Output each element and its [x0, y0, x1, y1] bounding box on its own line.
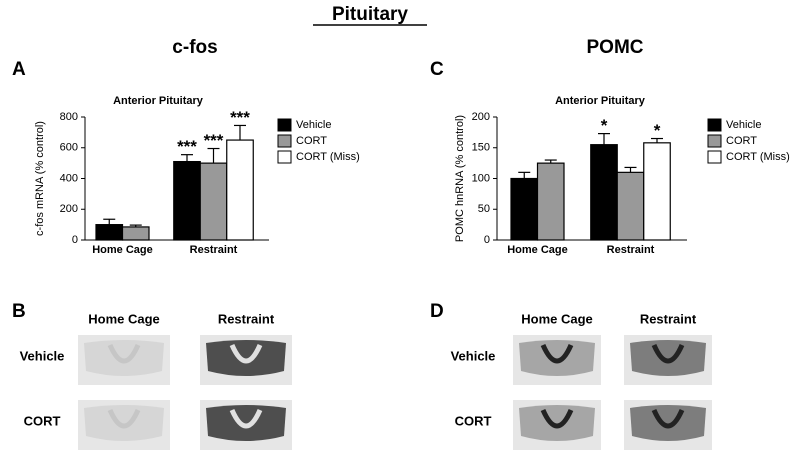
intermediate-lobe: [651, 408, 685, 429]
chart-title: Anterior Pituitary: [113, 95, 204, 107]
intermediate-lobe: [229, 343, 263, 364]
panel-letter: C: [430, 59, 444, 80]
bar: [536, 162, 565, 241]
bar: [616, 171, 645, 241]
legend-label: CORT: [726, 135, 757, 147]
column-title: POMC: [587, 37, 644, 58]
legend-label: CORT (Miss): [296, 151, 360, 163]
column-title: c-fos: [172, 37, 217, 58]
legend-swatch: [707, 118, 722, 132]
intermediate-lobe: [229, 408, 263, 429]
intermediate-lobe: [540, 343, 574, 364]
legend-swatch: [277, 134, 292, 148]
intermediate-lobe: [651, 343, 685, 364]
column-label: Restraint: [640, 311, 697, 326]
y-tick-label: 0: [72, 234, 78, 246]
y-tick-label: 200: [60, 203, 78, 215]
tissue: [630, 405, 706, 441]
significance-label: ***: [177, 137, 197, 156]
tissue: [84, 405, 164, 441]
legend-swatch: [707, 134, 722, 148]
bar: [590, 144, 618, 241]
tissue: [519, 340, 595, 376]
panel-letter: B: [12, 301, 26, 322]
x-tick-label: Restraint: [607, 244, 655, 256]
intermediate-lobe: [107, 408, 141, 429]
row-label: Vehicle: [20, 348, 65, 363]
significance-label: *: [654, 121, 661, 140]
column-label: Home Cage: [521, 311, 593, 326]
bar: [226, 139, 254, 241]
y-tick-label: 50: [478, 203, 490, 215]
bar: [173, 160, 201, 241]
tissue: [519, 405, 595, 441]
x-tick-label: Home Cage: [92, 244, 153, 256]
panel-letter: A: [12, 59, 26, 80]
y-tick-label: 150: [472, 142, 490, 154]
x-tick-label: Home Cage: [507, 244, 568, 256]
intermediate-lobe: [107, 343, 141, 364]
column-label: Restraint: [218, 311, 275, 326]
bar: [199, 162, 228, 241]
x-tick-label: Restraint: [190, 244, 238, 256]
row-label: CORT: [24, 413, 61, 428]
y-tick-label: 200: [472, 111, 490, 123]
legend-swatch: [277, 150, 292, 164]
y-tick-label: 0: [484, 234, 490, 246]
intermediate-lobe: [540, 408, 574, 429]
y-tick-label: 600: [60, 142, 78, 154]
y-axis-label: POMC hnRNA (% control): [454, 115, 466, 242]
significance-label: *: [601, 116, 608, 135]
row-label: CORT: [455, 413, 492, 428]
y-tick-label: 800: [60, 111, 78, 123]
y-tick-label: 100: [472, 172, 490, 184]
row-label: Vehicle: [451, 348, 496, 363]
y-axis-label: c-fos mRNA (% control): [34, 121, 46, 236]
y-tick-label: 400: [60, 172, 78, 184]
legend-label: CORT (Miss): [726, 151, 790, 163]
bar: [121, 226, 150, 241]
tissue: [206, 340, 286, 376]
panel-letter: D: [430, 301, 444, 322]
legend-label: CORT: [296, 135, 327, 147]
autoradiographs: [78, 335, 712, 450]
tissue: [206, 405, 286, 441]
tissue: [630, 340, 706, 376]
legend-swatch: [707, 150, 722, 164]
significance-label: ***: [204, 131, 224, 150]
bar: [95, 224, 124, 241]
column-label: Home Cage: [88, 311, 160, 326]
figure-title: Pituitary: [332, 4, 408, 25]
legend-label: Vehicle: [296, 119, 331, 131]
chart-title: Anterior Pituitary: [555, 95, 646, 107]
bar: [510, 177, 539, 241]
bar: [643, 142, 671, 241]
significance-label: ***: [230, 108, 250, 127]
legend-swatch: [277, 118, 292, 132]
tissue: [84, 340, 164, 376]
legend-label: Vehicle: [726, 119, 761, 131]
